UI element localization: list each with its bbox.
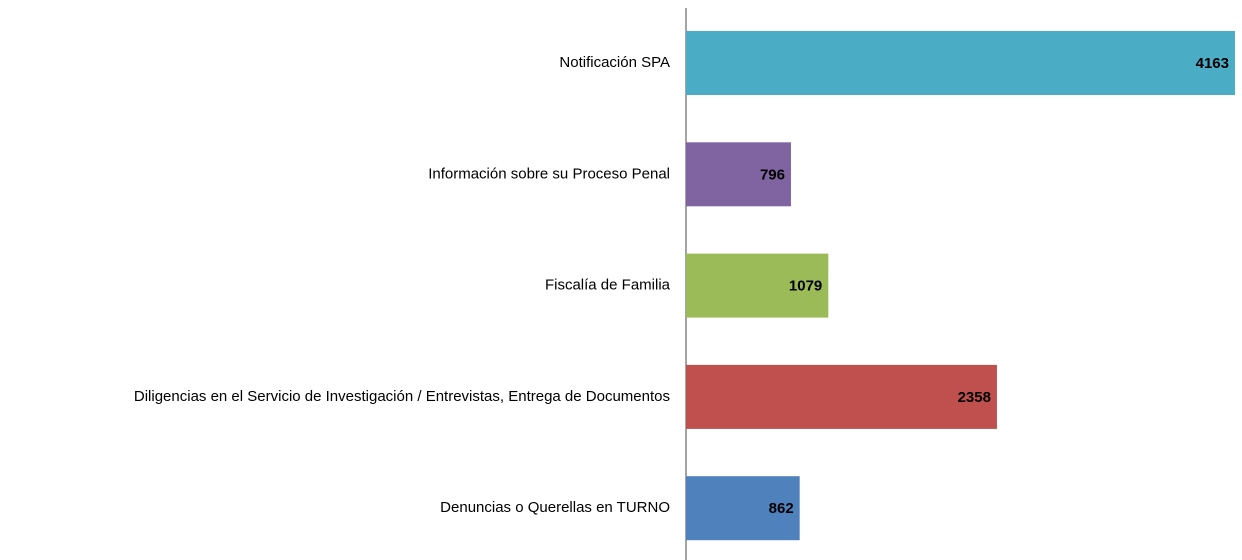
category-label: Denuncias o Querellas en TURNO	[440, 499, 670, 516]
bar	[686, 142, 791, 207]
value-label: 4163	[1196, 55, 1229, 72]
category-label: Fiscalía de Familia	[545, 277, 671, 294]
bar	[686, 253, 829, 318]
value-label: 796	[760, 166, 785, 183]
category-label: Información sobre su Proceso Penal	[428, 165, 670, 182]
value-label: 862	[769, 500, 794, 517]
category-label: Diligencias en el Servicio de Investigac…	[134, 388, 670, 405]
bar	[686, 364, 997, 429]
value-label: 1079	[789, 278, 822, 295]
bar	[686, 31, 1235, 95]
value-label: 2358	[958, 389, 991, 406]
category-label: Notificación SPA	[559, 54, 670, 71]
bar	[686, 476, 800, 541]
